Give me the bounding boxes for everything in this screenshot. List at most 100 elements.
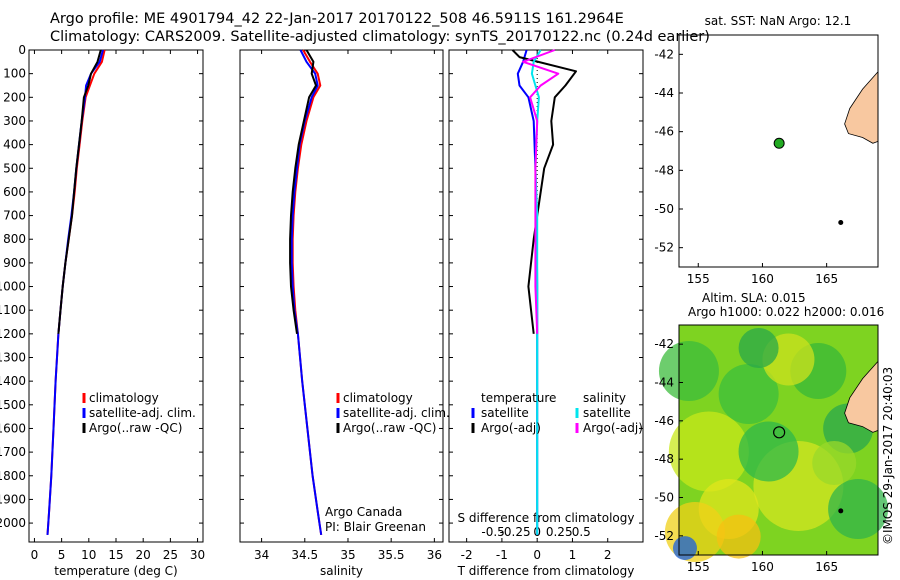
- map-x-tick-label: 155: [687, 272, 710, 286]
- map-frame: [678, 324, 879, 556]
- y-tick-label: 700: [3, 209, 26, 223]
- argo-position-marker: [773, 426, 786, 439]
- legend-label: Argo(-adj): [481, 421, 541, 435]
- x-axis-label: T difference from climatology: [457, 564, 635, 578]
- top-x-axis-label: S difference from climatology: [458, 511, 635, 525]
- island-marker: [838, 220, 844, 226]
- legend-label: satellite: [481, 406, 529, 420]
- island-marker: [838, 508, 844, 514]
- legend-label: satellite-adj. clim.: [89, 406, 196, 420]
- imos-credit: ©IMOS 29-Jan-2017 20:40:03: [881, 367, 895, 545]
- plot-frame: [28, 49, 204, 543]
- y-tick-label: 900: [3, 256, 26, 270]
- y-tick-label: 2000: [0, 516, 26, 530]
- map-y-tick-label: -46: [654, 414, 674, 428]
- x-tick-label: 0: [533, 548, 541, 562]
- coastline-land: [844, 360, 879, 433]
- legend-label: Argo(..raw -QC): [89, 421, 182, 435]
- x-tick-label: 35: [340, 548, 355, 562]
- map-y-tick-label: -52: [654, 241, 674, 255]
- plot-frame: [239, 49, 444, 543]
- map-x-tick-label: 155: [687, 560, 710, 574]
- legend-title: salinity: [583, 391, 626, 405]
- map-frame: [678, 34, 879, 268]
- x-axis-label: salinity: [320, 564, 363, 578]
- map-x-tick-label: 160: [751, 272, 774, 286]
- series-line-argo: [57, 49, 102, 334]
- x-tick-label: -2: [461, 548, 473, 562]
- top-x-tick-label: -0.5: [481, 525, 504, 539]
- x-tick-label: 36: [427, 548, 442, 562]
- heatmap-cell: [672, 536, 697, 561]
- x-tick-label: 30: [190, 548, 205, 562]
- y-tick-label: 800: [3, 232, 26, 246]
- argo-position-marker: [773, 137, 785, 149]
- heatmap-cell: [738, 328, 779, 368]
- top-x-tick-label: 0.25: [546, 525, 573, 539]
- map-y-tick-label: -48: [654, 452, 674, 466]
- legend-label: climatology: [89, 391, 159, 405]
- heatmap-cell: [738, 421, 799, 482]
- heatmap-cell: [812, 441, 857, 485]
- y-tick-label: 1600: [0, 421, 26, 435]
- x-tick-label: 25: [163, 548, 178, 562]
- panel-sst-map: 155 160 165 -42 -44 -46 -48 -50 -52: [654, 34, 879, 286]
- legend-label: climatology: [343, 391, 413, 405]
- series-line-t-satellite: [516, 49, 539, 535]
- map-y-tick-label: -52: [654, 529, 674, 543]
- top-x-tick-label: -0.25: [500, 525, 531, 539]
- heatmap-cell: [718, 364, 779, 424]
- map-x-tick-label: 165: [815, 560, 838, 574]
- legend-title: temperature: [481, 391, 556, 405]
- map-y-tick-label: -44: [654, 376, 674, 390]
- panel-salinity: 34 34.5 35 35.5 36 salinity climatologysatelli…: [239, 49, 450, 578]
- panel-difference: -2 -1 0 1 2 T difference from climatology -0.5…: [448, 49, 644, 578]
- legend-label: Argo(..raw -QC): [343, 421, 436, 435]
- y-tick-label: 200: [3, 90, 26, 104]
- map-y-tick-label: -42: [654, 337, 674, 351]
- y-tick-label: 1400: [0, 374, 26, 388]
- sst-map-title: sat. SST: NaN Argo: 12.1: [705, 14, 852, 28]
- x-tick-label: 10: [81, 548, 96, 562]
- annotation-text: Argo Canada: [325, 505, 402, 519]
- map-y-tick-label: -46: [654, 125, 674, 139]
- y-tick-label: 1500: [0, 398, 26, 412]
- y-tick-label: 1700: [0, 445, 26, 459]
- map-x-tick-label: 165: [815, 272, 838, 286]
- y-tick-label: 600: [3, 185, 26, 199]
- map-x-tick-label: 160: [751, 560, 774, 574]
- map-y-tick-label: -44: [654, 86, 674, 100]
- annotation-text: PI: Blair Greenan: [325, 520, 426, 534]
- series-line-t-argo: [511, 49, 577, 334]
- y-tick-label: 1300: [0, 351, 26, 365]
- y-tick-label: 1100: [0, 303, 26, 317]
- y-tick-label: 1800: [0, 469, 26, 483]
- panel-temperature: 0100200300400500600700800900100011001200…: [0, 43, 205, 578]
- panel-sla-map: 155 160 165 -42 -44 -46 -48 -50 -52: [654, 324, 889, 574]
- series-line-satellite: [46, 49, 104, 535]
- x-tick-label: -1: [496, 548, 508, 562]
- map-y-tick-label: -50: [654, 491, 674, 505]
- series-line-s-argo: [522, 49, 560, 334]
- x-axis-label: temperature (deg C): [54, 564, 177, 578]
- sla-map-title-2: Argo h1000: 0.022 h2000: 0.016: [688, 305, 884, 319]
- legend-label: satellite: [583, 406, 631, 420]
- plot-frame: [448, 49, 644, 543]
- x-tick-label: 15: [108, 548, 123, 562]
- coastline-land: [844, 70, 879, 144]
- y-tick-label: 1900: [0, 492, 26, 506]
- y-tick-label: 0: [18, 43, 26, 57]
- map-y-tick-label: -48: [654, 163, 674, 177]
- y-tick-label: 400: [3, 138, 26, 152]
- heatmap-cell: [716, 514, 761, 559]
- top-x-tick-label: 0.5: [572, 525, 591, 539]
- y-tick-label: 300: [3, 114, 26, 128]
- series-line-argo: [289, 49, 317, 334]
- heatmap-cell: [828, 479, 889, 539]
- legend-label: satellite-adj. clim.: [343, 406, 450, 420]
- title-line-2: Climatology: CARS2009. Satellite-adjuste…: [50, 29, 710, 45]
- x-tick-label: 1: [569, 548, 577, 562]
- heatmap-cell: [658, 341, 719, 401]
- title-line-1: Argo profile: ME 4901794_42 22-Jan-2017 …: [50, 11, 624, 27]
